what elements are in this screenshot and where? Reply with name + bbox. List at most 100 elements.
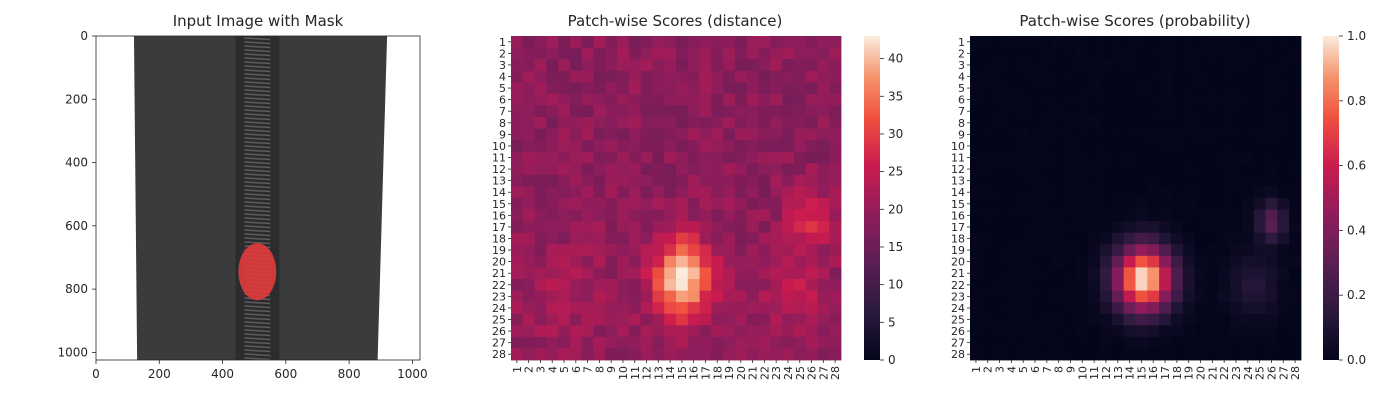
- heatmap-cell: [758, 47, 771, 60]
- heatmap-cell: [1088, 59, 1101, 72]
- heatmap-cell: [1159, 163, 1172, 176]
- heatmap-cell: [1241, 163, 1255, 176]
- row-tick-label: 20: [492, 256, 506, 269]
- zipper-tooth: [244, 197, 271, 201]
- heatmap-cell: [1017, 232, 1030, 245]
- heatmap-cell: [1277, 244, 1290, 257]
- heatmap-cell: [734, 244, 748, 257]
- heatmap-cell: [734, 70, 748, 83]
- heatmap-cell: [1005, 82, 1018, 95]
- heatmap-cell: [981, 198, 995, 210]
- heatmap-cell: [664, 128, 677, 141]
- col-tick-label: 15: [1135, 366, 1148, 380]
- col-tick-label: 6: [1029, 366, 1042, 373]
- heatmap-cell: [746, 232, 759, 245]
- colorbar-tick-label: 1.0: [1347, 29, 1366, 43]
- heatmap-cell: [1100, 348, 1113, 361]
- heatmap-cell: [699, 47, 712, 60]
- heatmap-cell: [1253, 70, 1266, 83]
- heatmap-cell: [628, 348, 642, 361]
- heatmap-cell: [1170, 313, 1184, 326]
- heatmap-cell: [734, 36, 748, 48]
- heatmap-cell: [1052, 255, 1065, 268]
- heatmap-cell: [617, 105, 630, 118]
- colorbar-tick-label: 15: [888, 240, 903, 254]
- col-tick-label: 25: [794, 366, 807, 380]
- heatmap-cell: [652, 348, 665, 361]
- heatmap-cell: [558, 325, 571, 338]
- heatmap-cell: [617, 221, 630, 234]
- heatmap-cell: [617, 198, 630, 210]
- heatmap-cell: [1135, 186, 1148, 199]
- row-tick-label: 27: [492, 337, 506, 350]
- heatmap-cell: [1265, 198, 1278, 210]
- heatmap-cell: [522, 209, 535, 222]
- heatmap-cell: [1206, 151, 1219, 164]
- heatmap-cell: [1289, 198, 1302, 210]
- heatmap-cell: [558, 209, 571, 222]
- heatmap-cell: [723, 198, 736, 210]
- heatmap-cell: [546, 82, 559, 95]
- heatmap-cell: [1111, 93, 1125, 106]
- heatmap-cell: [699, 302, 712, 315]
- heatmap-cell: [1230, 163, 1243, 176]
- heatmap-cell: [605, 290, 618, 303]
- heatmap-cell: [687, 198, 700, 210]
- heatmap-cell: [511, 313, 524, 326]
- heatmap-cell: [1289, 336, 1302, 349]
- heatmap-cell: [1277, 302, 1290, 315]
- heatmap-cell: [1241, 82, 1255, 95]
- heatmap-cell: [534, 36, 547, 48]
- heatmap-cell: [829, 174, 842, 187]
- heatmap-cell: [652, 290, 665, 303]
- heatmap-cell: [746, 105, 759, 118]
- heatmap-cell: [1265, 82, 1278, 95]
- heatmap-cell: [1064, 348, 1077, 361]
- colorbar-tick-label: 40: [888, 52, 903, 66]
- heatmap-cell: [534, 105, 547, 118]
- col-tick-label: 27: [1277, 366, 1290, 380]
- heatmap-cell: [652, 336, 665, 349]
- col-tick-label: 1: [970, 366, 983, 373]
- heatmap-cell: [817, 255, 830, 268]
- heatmap-cell: [970, 279, 983, 291]
- heatmap-cell: [1135, 302, 1148, 315]
- heatmap-cell: [676, 186, 689, 199]
- heatmap-cell: [1111, 174, 1125, 187]
- heatmap-cell: [1135, 325, 1148, 338]
- heatmap-cell: [723, 163, 736, 176]
- heatmap-cell: [522, 174, 535, 187]
- heatmap-cell: [522, 47, 535, 60]
- heatmap-cell: [546, 70, 559, 83]
- heatmap-cell: [581, 59, 594, 72]
- heatmap-cell: [970, 128, 983, 141]
- row-tick-label: 12: [492, 163, 506, 176]
- zipper-tooth: [244, 37, 271, 41]
- heatmap-cell: [593, 140, 606, 153]
- heatmap-cell: [511, 221, 524, 234]
- heatmap-cell: [782, 336, 795, 349]
- heatmap-cell: [817, 163, 830, 176]
- heatmap-cell: [993, 82, 1006, 95]
- heatmap-cell: [558, 70, 571, 83]
- heatmap-cell: [664, 325, 677, 338]
- heatmap-cell: [546, 151, 559, 164]
- heatmap-cell: [1289, 232, 1302, 245]
- zipper-tooth: [244, 169, 271, 173]
- heatmap-cell: [770, 290, 783, 303]
- heatmap-cell: [981, 232, 995, 245]
- heatmap-cell: [1005, 186, 1018, 199]
- heatmap-cell: [782, 128, 795, 141]
- row-tick-label: 4: [958, 71, 965, 84]
- heatmap-cell: [593, 70, 606, 83]
- heatmap-cell: [581, 302, 594, 315]
- heatmap-cell: [1170, 302, 1184, 315]
- heatmap-cell: [1147, 290, 1160, 303]
- heatmap-cell: [1147, 209, 1160, 222]
- heatmap-cell: [522, 93, 535, 106]
- heatmap-cell: [1277, 36, 1290, 48]
- heatmap-cell: [711, 36, 724, 48]
- heatmap-cell: [1111, 244, 1125, 257]
- heatmap-cell: [1170, 128, 1184, 141]
- heatmap-cell: [687, 279, 700, 291]
